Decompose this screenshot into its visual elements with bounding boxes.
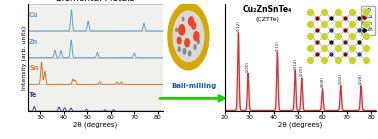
Circle shape bbox=[184, 38, 190, 48]
Circle shape bbox=[177, 37, 182, 45]
Circle shape bbox=[175, 27, 178, 33]
Text: Ball-milling: Ball-milling bbox=[171, 83, 216, 89]
Text: Cu₂ZnSnTe₄: Cu₂ZnSnTe₄ bbox=[243, 5, 292, 14]
Text: (332): (332) bbox=[339, 73, 343, 84]
Text: Te: Te bbox=[29, 92, 37, 98]
Text: (312): (312) bbox=[293, 58, 297, 69]
Text: Sn: Sn bbox=[29, 65, 39, 71]
Circle shape bbox=[193, 44, 197, 50]
Text: (CZTTe): (CZTTe) bbox=[255, 17, 279, 22]
X-axis label: 2θ (degrees): 2θ (degrees) bbox=[278, 122, 323, 128]
Circle shape bbox=[182, 48, 187, 55]
Text: (112): (112) bbox=[236, 20, 240, 31]
Circle shape bbox=[172, 11, 204, 62]
Text: (008): (008) bbox=[321, 76, 324, 87]
Y-axis label: Intensity (arb. units): Intensity (arb. units) bbox=[22, 26, 27, 90]
Circle shape bbox=[181, 17, 185, 22]
Circle shape bbox=[177, 46, 181, 52]
Circle shape bbox=[187, 50, 192, 57]
X-axis label: 2θ (degrees): 2θ (degrees) bbox=[73, 122, 118, 128]
Legend: Te, Cu, Sn, Zn: Te, Cu, Sn, Zn bbox=[361, 6, 375, 35]
Circle shape bbox=[193, 31, 200, 42]
Circle shape bbox=[188, 16, 194, 26]
Circle shape bbox=[197, 39, 200, 45]
Text: (220): (220) bbox=[246, 61, 250, 72]
Title: Elemental Metals: Elemental Metals bbox=[56, 0, 135, 3]
Text: (220): (220) bbox=[300, 65, 304, 76]
Text: (228): (228) bbox=[359, 73, 363, 84]
Circle shape bbox=[178, 24, 186, 36]
Circle shape bbox=[191, 21, 197, 30]
Text: Zn: Zn bbox=[29, 39, 39, 45]
Text: Cu: Cu bbox=[29, 12, 39, 18]
Text: (112): (112) bbox=[275, 40, 279, 51]
